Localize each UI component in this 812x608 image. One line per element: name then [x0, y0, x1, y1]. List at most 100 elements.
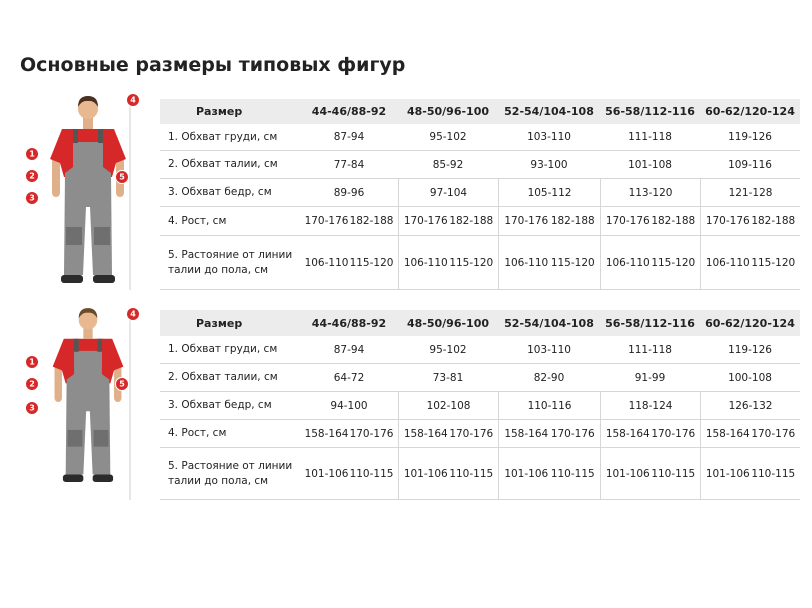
cell-value: 101-106	[605, 467, 650, 480]
header-cell: 52-54/104-108	[504, 316, 594, 330]
table-cell: 170-176 182-188	[300, 207, 398, 235]
cell-value: 170-176	[304, 215, 349, 227]
marker-label: 4	[130, 310, 136, 319]
table-cell: 1. Обхват груди, см	[168, 130, 278, 143]
boot	[61, 275, 83, 283]
table-cell: 87-94	[333, 131, 365, 143]
table-cell: 158-164 170-176	[498, 420, 600, 447]
table-cell: 100-108	[728, 371, 772, 384]
cell-value: 115-120	[349, 256, 394, 269]
page-title: Основные размеры типовых фигур	[20, 54, 406, 76]
cell-value: 115-120	[550, 256, 595, 269]
table-cell: 73-81	[432, 371, 464, 384]
strap	[98, 129, 103, 143]
person	[50, 96, 126, 283]
cell-value: 170-176	[449, 427, 494, 440]
marker-dot	[126, 307, 140, 321]
table-cell: 101-106 110-115	[300, 448, 398, 499]
knee-pad	[66, 227, 82, 245]
marker-label: 3	[29, 404, 35, 413]
marker-dot	[115, 170, 129, 184]
table-cell: 97-104	[398, 179, 498, 206]
table-cell: 119-126	[728, 131, 772, 143]
knee-pad	[94, 227, 110, 245]
strap	[74, 338, 79, 352]
table-cell: 119-126	[728, 343, 772, 356]
cell-value: 170-176	[403, 215, 448, 227]
table-cell: 64-72	[333, 371, 365, 384]
marker-label: 1	[29, 150, 35, 159]
marker-label: 5	[119, 173, 125, 182]
table-cell: 3. Обхват бедр, см	[168, 399, 272, 411]
cell-value: 182-188	[550, 215, 595, 227]
cell-value: 101-106	[403, 467, 448, 480]
cell-value: 110-115	[550, 467, 595, 480]
cell-value: 170-176	[504, 215, 549, 227]
table-cell: 111-118	[628, 131, 672, 143]
cell-value: 170-176	[605, 215, 650, 227]
marker-dot	[25, 169, 39, 183]
table-cell: 95-102	[429, 131, 467, 143]
header-cell: 52-54/104-108	[504, 105, 594, 118]
marker-label: 2	[29, 380, 35, 389]
table-cell: 158-164 170-176	[700, 420, 800, 447]
knee-pad	[67, 429, 83, 447]
cell-value: 158-164	[504, 427, 549, 440]
marker-label: 1	[29, 358, 35, 367]
neck	[83, 327, 93, 339]
cell-value: 101-106	[705, 467, 750, 480]
cell-value: 170-176	[651, 427, 696, 440]
table-cell: 101-106 110-115	[600, 448, 700, 499]
table-cell: 106-110 115-120	[300, 236, 398, 289]
table-row: 5. Растояние от линии талии до пола, см 1…	[160, 236, 800, 290]
table-cell: 158-164 170-176	[300, 420, 398, 447]
table-cell: 170-176 182-188	[498, 207, 600, 235]
hair	[78, 96, 98, 107]
header-cell: Размер	[196, 316, 243, 330]
table-cell: 2. Обхват талии, см	[168, 371, 278, 383]
cell-value: 110-115	[449, 467, 494, 480]
cell-value: 115-120	[751, 256, 796, 269]
strap	[73, 129, 78, 143]
cell-value: 110-115	[651, 467, 696, 480]
hair	[78, 308, 98, 319]
boot	[92, 474, 114, 482]
table-cell: 109-116	[728, 158, 772, 171]
header-row: Размер 44-46/88-92 48-50/96-100 52-54/104-1…	[160, 99, 800, 124]
table-row: 2. Обхват талии, см 64-72 73-81 82-90 91-99 1…	[160, 364, 800, 392]
knee-pad	[93, 429, 109, 447]
table-cell: 170-176 182-188	[600, 207, 700, 235]
table-cell: 101-106 110-115	[398, 448, 498, 499]
table-row: 3. Обхват бедр, см 89-96 97-104 105-112 113-…	[160, 179, 800, 207]
table-cell: 118-124	[600, 392, 700, 419]
table-cell: 158-164 170-176	[398, 420, 498, 447]
boot	[62, 474, 84, 482]
marker-dot	[25, 401, 39, 415]
table-cell: 4. Рост, см	[168, 214, 227, 227]
table-cell: 170-176 182-188	[700, 207, 800, 235]
header-cell: 48-50/96-100	[406, 316, 490, 330]
strap	[97, 338, 102, 352]
cell-value: 106-110	[304, 256, 349, 269]
table-row: 1. Обхват груди, см 87-94 95-102 103-110 111…	[160, 336, 800, 364]
table-cell: 101-106 110-115	[498, 448, 600, 499]
header-cell: Размер	[196, 105, 243, 118]
table-cell: 85-92	[432, 158, 464, 171]
person	[52, 308, 124, 482]
table-cell: 93-100	[530, 158, 568, 171]
table-row: 4. Рост, см 170-176 182-188 170-176 182-188 1…	[160, 207, 800, 236]
table-cell: 101-106 110-115	[700, 448, 800, 499]
table-cell: 170-176 182-188	[398, 207, 498, 235]
marker-dot	[25, 355, 39, 369]
table-cell: 101-108	[628, 158, 672, 171]
table-cell: 126-132	[700, 392, 800, 419]
table-row: 3. Обхват бедр, см 94-100 102-108 110-116 11…	[160, 392, 800, 420]
marker-dot	[25, 377, 39, 391]
marker-dot	[25, 191, 39, 205]
marker-label: 3	[29, 194, 35, 203]
cell-value: 170-176	[751, 427, 796, 440]
table-cell: 102-108	[398, 392, 498, 419]
cell-value: 182-188	[751, 215, 796, 227]
table-cell: 1. Обхват груди, см	[168, 343, 278, 355]
table-cell: 5. Растояние от линии талии до пола, см	[168, 248, 293, 276]
